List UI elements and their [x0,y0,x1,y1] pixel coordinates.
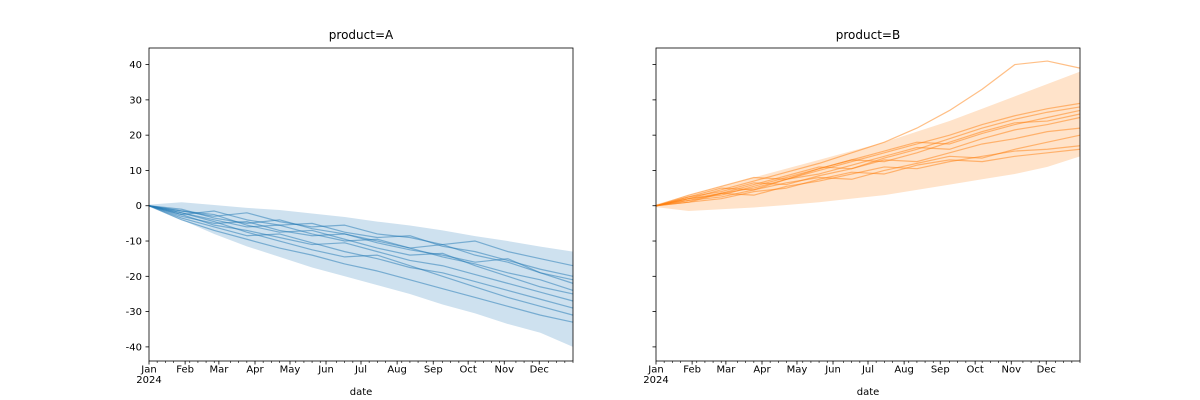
x-tick-label: Nov [494,365,514,376]
series-line-9 [655,145,1081,207]
error-band [656,71,1080,212]
y-tick-label: -10 [126,237,142,248]
series-line-7 [655,127,1081,207]
x-tick-label: Sep [931,365,950,376]
y-tick-label: -40 [126,342,142,353]
x-tick-label: Sep [424,365,443,376]
x-tick-label: Apr [753,365,771,376]
x-tick-label: May [280,365,301,376]
x-tick-label: Nov [1001,365,1021,376]
x-tick-label: Aug [387,365,407,376]
series-line-10 [655,148,1081,207]
x-tick-label: Jan [140,365,156,376]
x-tick-label: Apr [246,365,264,376]
x-tick-label: Jul [354,365,367,376]
x-tick-label: Oct [966,365,983,376]
x-tick-label: Feb [683,365,701,376]
x-tick-label: May [787,365,808,376]
series-line-8 [655,134,1081,207]
x-tick-label: Mar [716,365,736,376]
panel-a-xlabel: date [349,387,373,398]
series-line-3 [148,205,574,281]
series-line-7 [148,205,574,302]
x-tick-label: Jul [861,365,874,376]
series-line-9 [148,205,574,316]
x-tick-label: Aug [894,365,914,376]
series-line-6 [148,205,574,295]
x-tick-year-label: 2024 [643,375,668,386]
x-tick-label: Feb [176,365,194,376]
series-line-4 [655,109,1081,207]
x-tick-year-label: 2024 [136,375,161,386]
series-line-2 [655,102,1081,207]
series-line-5 [148,205,574,291]
x-tick-label: Jun [317,365,334,376]
series-line-10 [148,205,574,323]
x-tick-label: Oct [459,365,476,376]
x-tick-label: Dec [530,365,549,376]
y-tick-label: 40 [129,60,142,71]
y-tick-label: 0 [136,201,142,212]
y-tick-label: 10 [129,166,142,177]
panel-b-xlabel: date [856,387,880,398]
error-band [149,202,573,347]
series-line-8 [148,205,574,309]
x-tick-label: Jan [647,365,663,376]
y-tick-label: 30 [129,95,142,106]
y-tick-label: -30 [126,307,142,318]
panel-b-title: product=B [835,28,901,42]
y-tick-label: 20 [129,131,142,142]
x-tick-label: Mar [209,365,229,376]
x-tick-label: Jun [824,365,841,376]
series-line-6 [655,116,1081,207]
y-tick-label: -20 [126,272,142,283]
panel-a-title: product=A [328,28,394,42]
x-tick-label: Dec [1037,365,1056,376]
